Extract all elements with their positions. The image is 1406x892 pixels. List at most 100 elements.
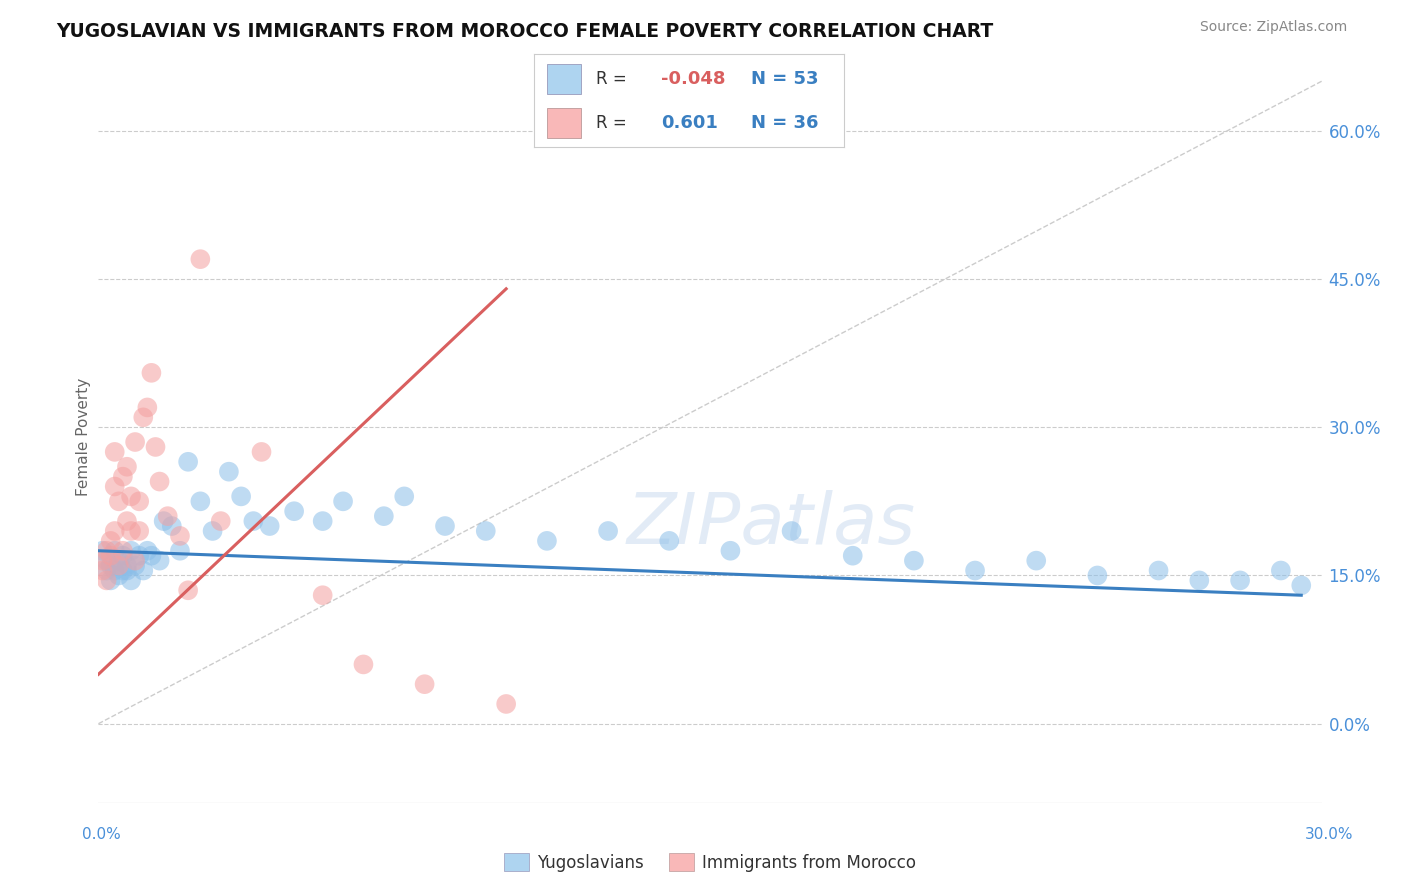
Point [91,564,114,578]
Point [332,494,354,508]
Point [96,564,118,578]
Point [111,549,134,563]
Point [141,549,163,563]
Point [124,558,146,573]
Point [108,494,131,508]
Point [108,568,131,582]
Point [132,410,155,425]
Point [495,697,517,711]
Point [1147,564,1170,578]
Point [111,543,134,558]
Text: -0.048: -0.048 [661,70,725,87]
Point [312,514,335,528]
Point [1085,568,1108,582]
Point [96,554,118,568]
Point [100,549,122,563]
Point [124,435,146,450]
Point [120,543,142,558]
Point [352,657,374,672]
Point [128,549,150,563]
Point [128,524,150,538]
Point [104,524,127,538]
Text: YUGOSLAVIAN VS IMMIGRANTS FROM MOROCCO FEMALE POVERTY CORRELATION CHART: YUGOSLAVIAN VS IMMIGRANTS FROM MOROCCO F… [56,22,994,41]
Point [413,677,436,691]
Text: ZIPatlas: ZIPatlas [627,491,915,559]
Point [720,543,742,558]
Point [201,524,224,538]
Point [177,455,200,469]
Text: N = 36: N = 36 [751,114,818,132]
Point [104,479,127,493]
Point [132,564,155,578]
Point [136,401,159,415]
Legend: Yugoslavians, Immigrants from Morocco: Yugoslavians, Immigrants from Morocco [498,847,922,879]
Point [145,440,167,454]
Point [903,554,925,568]
Point [136,543,159,558]
Text: 0.0%: 0.0% [82,827,121,841]
Text: Source: ZipAtlas.com: Source: ZipAtlas.com [1199,20,1347,34]
Point [1291,578,1313,592]
Point [242,514,264,528]
Point [152,514,174,528]
Point [231,489,253,503]
Point [120,574,142,588]
Point [841,549,863,563]
Point [115,564,138,578]
Text: N = 53: N = 53 [751,70,818,87]
Point [1025,554,1047,568]
Point [474,524,498,538]
Point [434,519,457,533]
Point [169,543,191,558]
Point [104,564,127,578]
Text: R =: R = [596,114,627,132]
Point [149,475,172,489]
Point [128,494,150,508]
Point [115,459,138,474]
Point [108,554,131,568]
FancyBboxPatch shape [547,108,581,138]
Point [100,533,122,548]
Point [1188,574,1211,588]
Point [259,519,281,533]
Point [780,524,803,538]
Point [120,489,142,503]
Text: R =: R = [596,70,627,87]
Point [111,564,134,578]
Point [169,529,191,543]
Point [111,469,134,483]
Point [312,588,335,602]
Point [96,574,118,588]
Point [120,524,142,538]
Point [188,252,212,267]
Point [536,533,558,548]
Point [188,494,212,508]
Point [100,574,122,588]
Point [250,445,273,459]
Point [108,558,131,573]
Text: 30.0%: 30.0% [1305,827,1353,841]
Point [124,554,146,568]
Point [218,465,240,479]
Point [104,543,127,558]
Text: 0.601: 0.601 [661,114,718,132]
Point [209,514,232,528]
Point [91,554,114,568]
Point [104,445,127,459]
Point [115,558,138,573]
FancyBboxPatch shape [547,64,581,94]
Point [1229,574,1251,588]
Point [1270,564,1292,578]
Point [373,509,395,524]
Point [392,489,416,503]
Point [598,524,620,538]
Point [658,533,681,548]
Point [100,558,122,573]
Point [156,509,179,524]
Y-axis label: Female Poverty: Female Poverty [76,378,91,496]
Point [177,583,200,598]
Point [283,504,305,518]
Point [115,514,138,528]
Point [91,543,114,558]
Point [149,554,172,568]
